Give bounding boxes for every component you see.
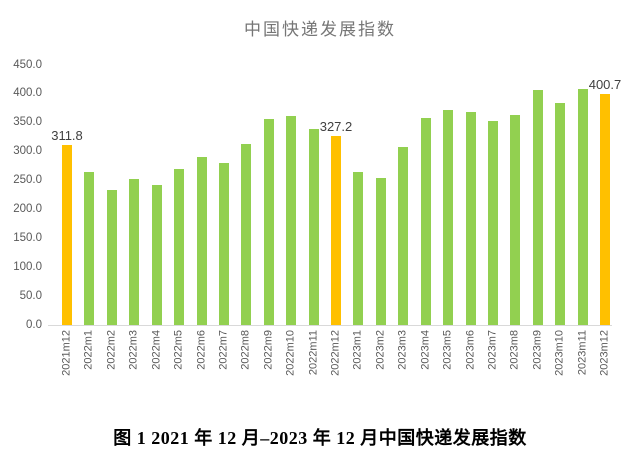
x-tick-label: 2023m10 [553,330,566,376]
x-tick-label: 2022m2 [105,330,118,370]
y-tick-label: 350.0 [13,116,42,129]
bar [532,90,543,325]
bar [218,163,229,325]
bar [263,118,274,325]
bar [151,184,162,325]
x-tick-label: 2023m4 [419,330,432,370]
y-tick-label: 450.0 [13,58,42,71]
bar [398,147,409,325]
bar [174,169,185,325]
x-tick-label: 2023m5 [441,330,454,370]
x-tick-label: 2021m12 [60,330,73,376]
y-tick-label: 0.0 [26,318,42,331]
x-tick-label: 2022m5 [172,330,185,370]
x-tick-label: 2022m7 [217,330,230,370]
x-tick-label: 2022m8 [240,330,253,370]
x-tick-label: 2023m11 [576,330,589,376]
x-tick-label: 2022m12 [329,330,342,376]
bar [84,172,95,325]
y-tick-label: 250.0 [13,173,42,186]
x-tick-label: 2022m1 [83,330,96,370]
x-tick-label: 2023m6 [464,330,477,370]
bar-data-label: 400.7 [588,76,622,92]
bar [353,171,364,325]
chart-title: 中国快递发展指数 [244,20,396,39]
bar-data-label: 311.8 [51,127,83,143]
bar-highlighted [62,144,72,325]
plot-area: 311.8 327.2 400.7 [48,65,621,326]
x-tick-label: 2022m6 [195,330,208,370]
x-tick-label: 2023m9 [531,330,544,370]
bar [308,129,319,325]
bar-highlighted [331,135,341,325]
bar [420,118,431,325]
figure-caption: 图 1 2021 年 12 月–2023 年 12 月中国快递发展指数 [113,428,527,448]
x-tick-label: 2022m4 [150,330,163,370]
bar [465,111,476,325]
bar [196,156,207,325]
x-tick-label: 2022m10 [284,330,297,376]
y-tick-label: 400.0 [13,87,42,100]
bar [577,88,588,325]
bar [286,116,297,325]
x-tick-label: 2022m11 [307,330,320,376]
x-tick-label: 2023m7 [486,330,499,370]
x-tick-label: 2023m1 [352,330,365,370]
bar [510,115,521,325]
x-tick-label: 2023m8 [509,330,522,370]
y-tick-label: 300.0 [13,144,42,157]
y-tick-label: 100.0 [13,260,42,273]
x-tick-label: 2023m2 [374,330,387,370]
y-tick-label: 50.0 [19,289,42,302]
bar [443,109,454,325]
y-tick-label: 200.0 [13,202,42,215]
bar [129,179,140,325]
y-tick-label: 150.0 [13,231,42,244]
bar [241,144,252,325]
x-tick-label: 2022m3 [127,330,140,370]
x-tick-label: 2023m12 [598,330,611,376]
bar [555,103,566,325]
x-tick-label: 2022m9 [262,330,275,370]
y-axis: 0.0 50.0 100.0 150.0 200.0 250.0 300.0 350.0 400… [0,59,42,330]
x-tick-label: 2023m3 [396,330,409,370]
x-axis: 2021m12 2022m1 2022m2 2022m3 2022m4 2022m5 202… [48,330,612,410]
bar [375,177,386,325]
bar-data-label: 327.2 [319,118,353,134]
bar-highlighted [600,93,610,325]
bar [106,190,117,325]
bar [487,121,498,325]
